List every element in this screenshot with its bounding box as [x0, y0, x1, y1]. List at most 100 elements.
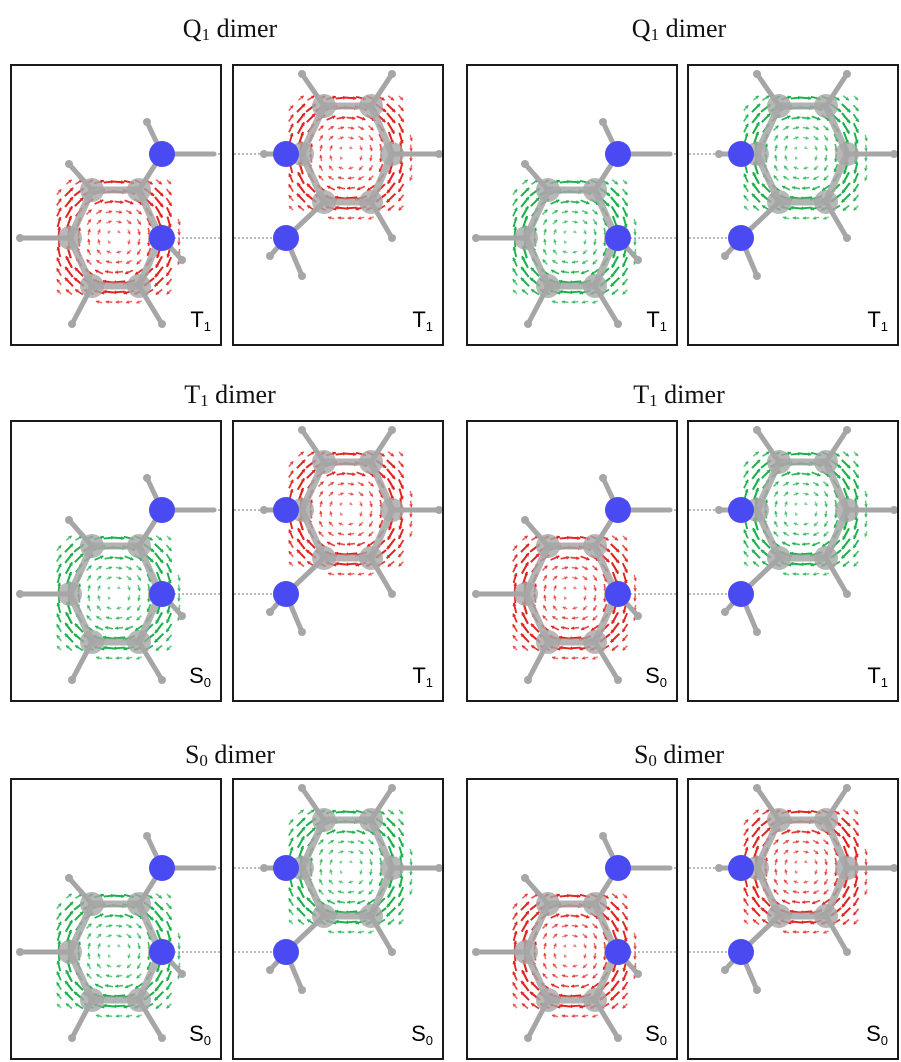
hydrogen-atom [143, 118, 151, 126]
carbon-atom [767, 450, 791, 474]
hydrogen-atom [388, 590, 396, 598]
carbon-atom [767, 904, 791, 928]
carbon-atom [127, 178, 151, 202]
carbon-atom [127, 892, 151, 916]
hydrogen-atom [435, 506, 442, 514]
carbon-atom [583, 274, 607, 298]
hydrogen-atom [260, 864, 268, 872]
molecule-panel: T1 [466, 64, 678, 346]
hydrogen-atom [260, 506, 268, 514]
hydrogen-atom [260, 150, 268, 158]
state-label: S0 [866, 1021, 888, 1049]
molecule-svg [234, 70, 442, 280]
nitrogen-atom [149, 855, 175, 881]
molecule-svg [472, 118, 676, 328]
carbon-atom [80, 274, 104, 298]
nitrogen-atom [605, 497, 631, 523]
hydrogen-atom [68, 676, 76, 684]
state-label: S0 [189, 663, 211, 691]
hydrogen-atom [388, 784, 396, 792]
nitrogen-atom [605, 141, 631, 167]
hydrogen-atom [521, 160, 529, 168]
carbon-atom [767, 546, 791, 570]
molecule-svg [472, 474, 676, 684]
nitrogen-atom [728, 225, 754, 251]
hydrogen-atom [68, 1034, 76, 1042]
molecule-structure [472, 474, 676, 684]
hydrogen-atom [599, 832, 607, 840]
hydrogen-atom [388, 426, 396, 434]
hydrogen-atom [524, 320, 532, 328]
hydrogen-atom [16, 948, 24, 956]
carbon-atom [80, 534, 104, 558]
state-label: T1 [646, 307, 667, 335]
molecule-panel: S0 [10, 420, 222, 702]
nitrogen-atom [273, 855, 299, 881]
nitrogen-atom [605, 939, 631, 965]
nitrogen-atom [273, 581, 299, 607]
molecule-svg [689, 70, 897, 280]
hydrogen-atom [524, 1034, 532, 1042]
hydrogen-atom [143, 474, 151, 482]
carbon-atom [814, 190, 838, 214]
hydrogen-atom [715, 150, 723, 158]
molecule-svg [689, 426, 897, 636]
nitrogen-atom [149, 581, 175, 607]
group-title-s0-dimer-left: S0 dimer [184, 740, 276, 770]
molecule-structure [689, 426, 897, 636]
molecule-panel: S0 [10, 778, 222, 1060]
hydrogen-atom [178, 612, 186, 620]
carbon-atom [514, 582, 538, 606]
hydrogen-atom [472, 590, 480, 598]
hydrogen-atom [472, 234, 480, 242]
hydrogen-atom [890, 150, 897, 158]
molecule-panel: T1 [687, 420, 899, 702]
hydrogen-atom [634, 256, 642, 264]
hydrogen-atom [843, 590, 851, 598]
hydrogen-atom [721, 608, 729, 616]
carbon-atom [514, 226, 538, 250]
carbon-atom [312, 904, 336, 928]
carbon-atom [380, 856, 404, 880]
carbon-atom [536, 178, 560, 202]
nitrogen-atom [149, 939, 175, 965]
carbon-atom [312, 450, 336, 474]
hydrogen-atom [521, 516, 529, 524]
group-title-s0-dimer-right: S0 dimer [633, 740, 725, 770]
hydrogen-atom [890, 506, 897, 514]
hydrogen-atom [158, 676, 166, 684]
hydrogen-atom [634, 612, 642, 620]
hydrogen-atom [298, 784, 306, 792]
nitrogen-atom [273, 141, 299, 167]
hydrogen-atom [298, 986, 306, 994]
molecule-structure [234, 784, 442, 994]
nitrogen-atom [728, 141, 754, 167]
nitrogen-atom [149, 497, 175, 523]
carbon-atom [80, 178, 104, 202]
carbon-atom [814, 546, 838, 570]
hydrogen-atom [843, 948, 851, 956]
state-label: S0 [411, 1021, 433, 1049]
carbon-atom [814, 808, 838, 832]
carbon-atom [359, 808, 383, 832]
molecule-panel: S0 [466, 778, 678, 1060]
carbon-atom [835, 142, 859, 166]
carbon-atom [536, 892, 560, 916]
nitrogen-atom [728, 939, 754, 965]
hydrogen-atom [843, 70, 851, 78]
carbon-atom [127, 630, 151, 654]
nitrogen-atom [149, 225, 175, 251]
molecule-structure [16, 474, 220, 684]
hydrogen-atom [753, 986, 761, 994]
carbon-atom [835, 498, 859, 522]
carbon-atom [536, 988, 560, 1012]
molecule-panel: S0 [232, 778, 444, 1060]
carbon-atom [80, 988, 104, 1012]
molecule-structure [472, 832, 676, 1042]
hydrogen-atom [843, 234, 851, 242]
molecule-panel: T1 [232, 64, 444, 346]
hydrogen-atom [753, 426, 761, 434]
group-title-q1-dimer-right: Q1 dimer [631, 14, 727, 44]
state-label: T1 [867, 307, 888, 335]
group-title-t1-dimer-left: T1 dimer [184, 380, 276, 410]
